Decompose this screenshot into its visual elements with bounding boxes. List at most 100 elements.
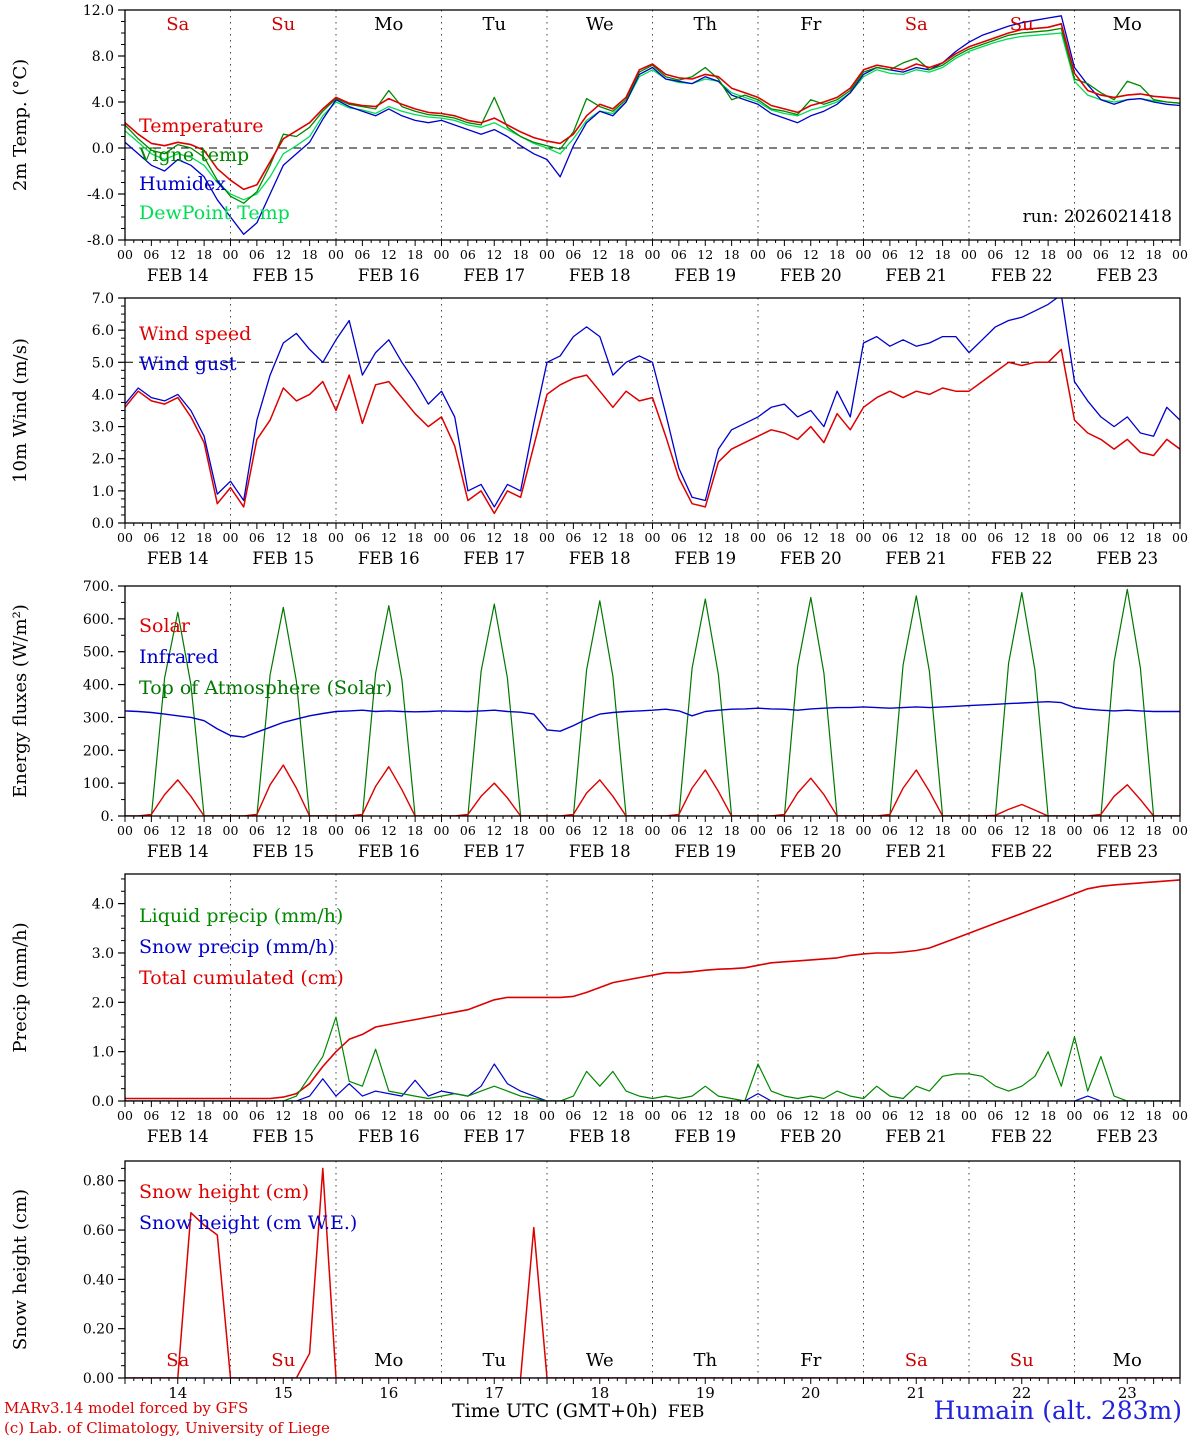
day-label-tu-17: Tu <box>482 1350 506 1371</box>
hour-tick-label: 06 <box>249 823 265 838</box>
series-wind-speed <box>125 348 1180 515</box>
hour-tick-label: 12 <box>275 1108 291 1123</box>
day-label-th-19: Th <box>693 14 717 35</box>
date-label: FEB 17 <box>463 549 525 568</box>
day-label-tu-17: Tu <box>482 14 506 35</box>
hour-tick-label: 18 <box>196 1108 212 1123</box>
legend-wind-wind-speed: Wind speed <box>139 323 251 345</box>
legend-temperature-vigne-temp: Vigne temp <box>138 144 249 166</box>
ylabel-energy: Energy fluxes (W/m²) <box>10 604 31 798</box>
day-label-sa-14: Sa <box>166 1350 189 1371</box>
hour-tick-label: 06 <box>354 530 370 545</box>
hour-tick-label: 06 <box>249 1108 265 1123</box>
hour-tick-label: 18 <box>513 823 529 838</box>
hour-tick-label: 00 <box>961 1108 977 1123</box>
day-label-sa-21: Sa <box>905 14 928 35</box>
hour-tick-label: 12 <box>275 530 291 545</box>
hour-tick-label: 06 <box>565 247 581 262</box>
hour-tick-label: 06 <box>987 530 1003 545</box>
hour-tick-label: 12 <box>486 1108 502 1123</box>
hour-tick-label: 12 <box>486 247 502 262</box>
hour-tick-label: 06 <box>1093 530 1109 545</box>
hour-tick-label: 06 <box>987 823 1003 838</box>
hour-tick-label: 18 <box>829 1108 845 1123</box>
hour-tick-label: 12 <box>1014 823 1030 838</box>
ytick-label: 7.0 <box>92 291 114 307</box>
hour-tick-label: 12 <box>592 1108 608 1123</box>
date-label: FEB 15 <box>252 1127 314 1146</box>
hour-tick-label: 18 <box>935 247 951 262</box>
series-temperature <box>125 22 1180 191</box>
ytick-label: 0.00 <box>83 1371 114 1387</box>
ytick-label: 700. <box>83 579 114 595</box>
day-label-we-18: We <box>586 1350 614 1371</box>
hour-tick-label: 12 <box>275 823 291 838</box>
date-label: FEB 14 <box>147 1127 209 1146</box>
hour-tick-label: 06 <box>1093 823 1109 838</box>
hour-tick-label: 06 <box>776 530 792 545</box>
ytick-label: 3.0 <box>92 946 114 962</box>
date-label: FEB 17 <box>463 1127 525 1146</box>
hour-tick-label: 00 <box>434 1108 450 1123</box>
hour-tick-label: 06 <box>671 1108 687 1123</box>
hour-tick-label: 18 <box>618 1108 634 1123</box>
hour-tick-label: 18 <box>407 247 423 262</box>
ytick-label: 400. <box>83 678 114 694</box>
hour-tick-label: 18 <box>724 530 740 545</box>
ytick-label: 0.0 <box>92 1094 114 1110</box>
hour-tick-label: 00 <box>328 1108 344 1123</box>
date-label: FEB 16 <box>358 1127 420 1146</box>
hour-tick-label: 12 <box>275 247 291 262</box>
date-num-label: 17 <box>485 1384 504 1402</box>
hour-tick-label: 00 <box>856 823 872 838</box>
legend-temperature-dewpoint-temp: DewPoint Temp <box>139 202 290 224</box>
hour-tick-label: 06 <box>565 823 581 838</box>
date-num-label: 15 <box>274 1384 293 1402</box>
date-label: FEB 16 <box>358 266 420 285</box>
hour-tick-label: 06 <box>354 247 370 262</box>
date-num-label: 22 <box>1012 1384 1031 1402</box>
ytick-label: 5.0 <box>92 355 114 371</box>
ytick-label: 12.0 <box>83 3 114 19</box>
date-num-label: 20 <box>801 1384 820 1402</box>
ytick-label: 0.60 <box>83 1223 114 1239</box>
hour-tick-label: 18 <box>829 247 845 262</box>
legend-snow-snow-height-cm-: Snow height (cm) <box>139 1181 309 1203</box>
date-label: FEB 14 <box>147 266 209 285</box>
day-label-we-18: We <box>586 14 614 35</box>
hour-tick-label: 00 <box>856 1108 872 1123</box>
day-label-fr-20: Fr <box>800 14 821 35</box>
hour-tick-label: 18 <box>618 530 634 545</box>
hour-tick-label: 12 <box>1014 247 1030 262</box>
hour-tick-label: 12 <box>592 823 608 838</box>
hour-tick-label: 00 <box>328 247 344 262</box>
ytick-label: 0.0 <box>92 141 114 157</box>
ylabel-wind: 10m Wind (m/s) <box>10 338 31 483</box>
hour-tick-label: 12 <box>486 530 502 545</box>
day-label-th-19: Th <box>693 1350 717 1371</box>
hour-tick-label: 06 <box>671 247 687 262</box>
model-credit: MARv3.14 model forced by GFS <box>4 1399 249 1417</box>
hour-tick-label: 18 <box>724 823 740 838</box>
date-label: FEB 21 <box>885 549 947 568</box>
ytick-label: 1.0 <box>92 484 114 500</box>
hour-tick-label: 06 <box>143 1108 159 1123</box>
hour-tick-label: 18 <box>829 530 845 545</box>
hour-tick-label: 12 <box>592 247 608 262</box>
legend-temperature-humidex: Humidex <box>139 173 226 195</box>
month-label: FEB <box>667 1402 705 1422</box>
hour-tick-label: 00 <box>328 823 344 838</box>
hour-tick-label: 18 <box>1040 1108 1056 1123</box>
hour-tick-label: 12 <box>908 247 924 262</box>
date-label: FEB 23 <box>1096 842 1158 861</box>
hour-tick-label: 18 <box>407 1108 423 1123</box>
hour-tick-label: 00 <box>223 823 239 838</box>
date-label: FEB 17 <box>463 842 525 861</box>
hour-tick-label: 12 <box>381 1108 397 1123</box>
ytick-label: 1.0 <box>92 1045 114 1061</box>
hour-tick-label: 18 <box>302 1108 318 1123</box>
ytick-label: 0. <box>101 809 114 825</box>
hour-tick-label: 06 <box>987 247 1003 262</box>
hour-tick-label: 06 <box>143 530 159 545</box>
hour-tick-label: 12 <box>908 530 924 545</box>
